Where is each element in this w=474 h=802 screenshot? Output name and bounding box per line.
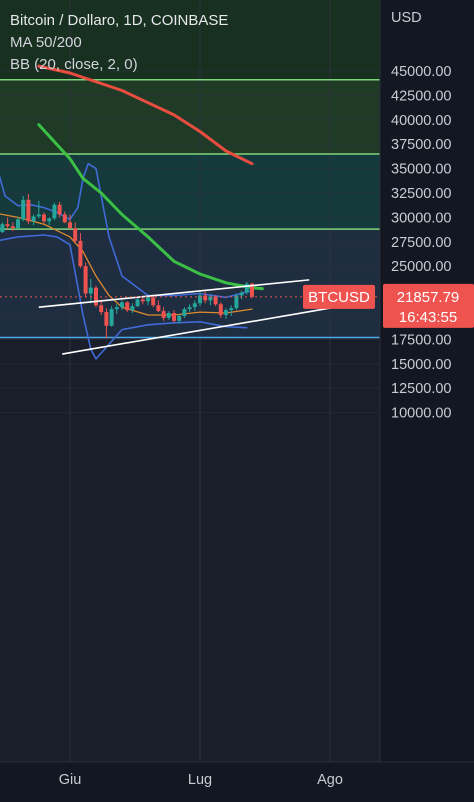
price-tick-label: 45000.00 bbox=[391, 64, 451, 80]
candle-body bbox=[109, 309, 114, 326]
zone-green bbox=[0, 79, 380, 154]
bb-basis-line bbox=[0, 213, 253, 316]
candle-body bbox=[250, 283, 254, 297]
month-tick-label: Giu bbox=[59, 772, 82, 788]
channel-upper-trendline[interactable] bbox=[38, 279, 310, 308]
candle-body bbox=[135, 299, 140, 307]
candle-body bbox=[21, 199, 26, 220]
price-tick-label: 17500.00 bbox=[391, 332, 451, 348]
ma-indicator-label[interactable]: MA 50/200 bbox=[10, 34, 82, 51]
time-axis[interactable]: Giu Lug Ago bbox=[0, 761, 474, 797]
candle-body bbox=[161, 311, 166, 318]
zone-top bbox=[0, 0, 380, 80]
price-tick-label: 10000.00 bbox=[391, 406, 451, 422]
candle-body bbox=[26, 199, 31, 222]
candle-body bbox=[140, 299, 145, 302]
price-tick-label: 32500.00 bbox=[391, 186, 451, 202]
bb-upper-band bbox=[0, 162, 253, 299]
candle-body bbox=[182, 309, 187, 316]
candle-body bbox=[203, 295, 208, 301]
zone-bottom bbox=[0, 337, 380, 762]
price-tick-label: 40000.00 bbox=[391, 113, 451, 129]
candle-body bbox=[0, 224, 5, 233]
price-tag-bg bbox=[383, 283, 474, 328]
price-axis-panel bbox=[380, 0, 474, 797]
candle-body bbox=[68, 222, 72, 229]
candle-body bbox=[83, 266, 88, 294]
candle-body bbox=[229, 308, 234, 311]
ma200-line bbox=[37, 64, 254, 166]
price-tick-label: 37500.00 bbox=[391, 137, 451, 153]
price-tick-label: 30000.00 bbox=[391, 210, 451, 226]
price-axis[interactable]: USD 45000.00 42500.00 40000.00 37500.00 35000… bbox=[379, 0, 474, 797]
candle-body bbox=[187, 307, 192, 310]
month-tick-label: Ago bbox=[317, 772, 343, 788]
candle-body bbox=[31, 216, 36, 222]
candle-body bbox=[104, 312, 109, 326]
candle-body bbox=[52, 204, 57, 219]
candle-body bbox=[177, 315, 182, 321]
candle-body bbox=[10, 226, 15, 229]
symbol-tag-label: BTCUSD bbox=[308, 289, 370, 306]
price-tick-label: 35000.00 bbox=[391, 162, 451, 178]
price-tick-label: 15000.00 bbox=[391, 357, 451, 373]
candle-body bbox=[16, 219, 20, 229]
candle-body bbox=[120, 302, 124, 308]
candle-body bbox=[198, 295, 202, 304]
symbol-title[interactable]: Bitcoin / Dollaro, 1D, COINBASE bbox=[10, 12, 229, 29]
candle-body bbox=[166, 313, 171, 318]
candle-body bbox=[213, 296, 218, 305]
last-price-label: 21857.79 bbox=[397, 289, 460, 306]
candle-body bbox=[62, 214, 67, 223]
candle-body bbox=[146, 297, 150, 302]
candle-body bbox=[156, 305, 161, 312]
background-layer bbox=[0, 0, 380, 762]
candle-body bbox=[151, 297, 156, 306]
candle-body bbox=[36, 214, 41, 217]
candle-body bbox=[114, 307, 119, 310]
candle-body bbox=[234, 295, 239, 309]
candle-body bbox=[224, 310, 228, 315]
candle-body bbox=[99, 305, 104, 313]
countdown-label: 16:43:55 bbox=[399, 309, 457, 326]
month-tick-label: Lug bbox=[188, 772, 212, 788]
candle-body bbox=[125, 302, 130, 311]
channel-lower-trendline[interactable] bbox=[62, 306, 336, 355]
time-axis-panel bbox=[0, 762, 474, 797]
candle-body bbox=[78, 240, 83, 267]
candle-body bbox=[218, 304, 223, 315]
candle-body bbox=[47, 218, 52, 222]
candle-body bbox=[192, 303, 197, 308]
currency-label: USD bbox=[391, 10, 422, 26]
candle-body bbox=[42, 214, 46, 222]
price-tick-label: 27500.00 bbox=[391, 235, 451, 251]
candle-body bbox=[239, 292, 244, 296]
candle-body bbox=[244, 283, 249, 293]
chart-legend: Bitcoin / Dollaro, 1D, COINBASE MA 50/20… bbox=[10, 10, 228, 76]
price-tick-label: 25000.00 bbox=[391, 259, 451, 275]
candle-body bbox=[57, 204, 62, 215]
zone-blue bbox=[0, 229, 380, 338]
ma50-line bbox=[37, 123, 264, 291]
candle-body bbox=[172, 313, 176, 321]
price-tick-label: 12500.00 bbox=[391, 381, 451, 397]
price-tick-label: 42500.00 bbox=[391, 88, 451, 104]
candle-body bbox=[73, 228, 78, 241]
candle-body bbox=[130, 306, 135, 311]
symbol-tag-bg bbox=[303, 284, 375, 309]
price-tag-layer: BTCUSD 21857.79 16:43:55 bbox=[303, 283, 474, 328]
bb-indicator-label[interactable]: BB (20, close, 2, 0) bbox=[10, 56, 138, 73]
candle-body bbox=[88, 287, 93, 294]
candle-body bbox=[5, 224, 10, 227]
candle-body bbox=[208, 296, 213, 301]
